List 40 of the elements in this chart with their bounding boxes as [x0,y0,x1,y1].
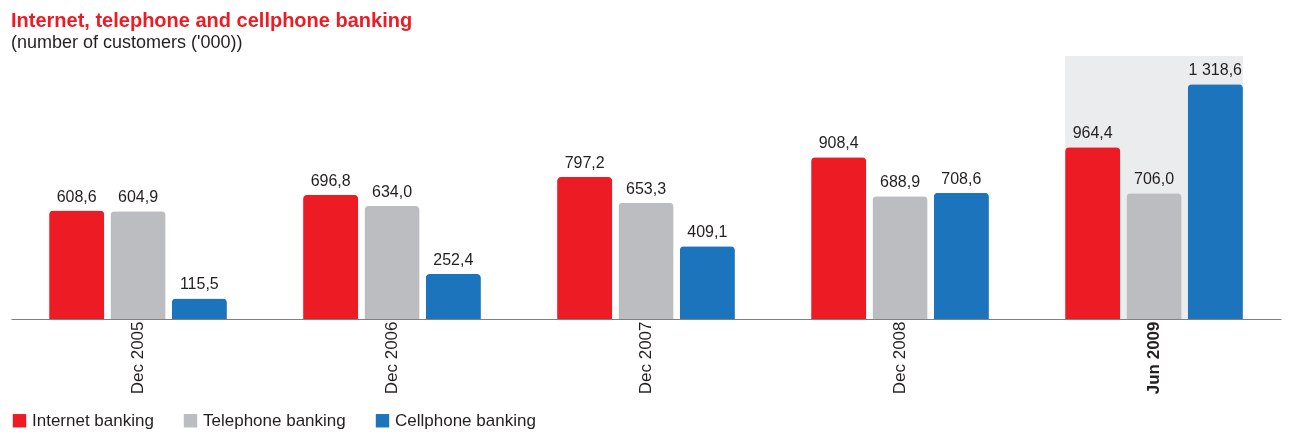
chart-subtitle: (number of customers ('000)) [11,32,243,52]
bar [679,246,735,319]
bar [618,202,674,319]
legend-label: Internet banking [32,410,154,430]
data-label: 688,9 [879,173,921,191]
x-tick-label: Dec 2007 [636,321,655,395]
x-tick-label: Dec 2005 [128,321,147,395]
data-label: 964,4 [1072,124,1113,142]
bar [425,274,481,319]
data-label: 908,4 [818,134,859,152]
bar [933,192,989,319]
bar [49,210,105,319]
data-label: 608,6 [56,187,97,205]
data-label: 409,1 [687,223,728,241]
bar [110,211,166,319]
data-label: 797,2 [564,154,605,172]
data-label: 696,8 [310,171,351,189]
bar [171,298,227,319]
bar [872,196,928,319]
bar [303,194,359,319]
bar [811,157,867,319]
legend-label: Telephone banking [203,410,346,430]
bar [557,177,613,319]
data-label: 604,9 [117,188,159,206]
x-tick-label: Dec 2006 [382,321,401,395]
bar [1126,193,1182,319]
data-label: 252,4 [433,251,474,269]
legend-label: Cellphone banking [395,410,536,430]
chart-title: Internet, telephone and cellphone banking [11,9,413,31]
bar [1065,147,1121,319]
x-tick-label: Dec 2008 [890,321,909,395]
data-label: 706,0 [1133,170,1175,188]
data-label: 115,5 [179,275,219,293]
data-label: 1 318,6 [1188,61,1243,79]
bar [364,206,420,319]
data-label: 708,6 [941,169,982,187]
data-label: 634,0 [371,183,413,201]
x-tick-label: Jun 2009 [1144,321,1163,395]
data-label: 653,3 [625,179,667,197]
bar [1187,84,1243,319]
